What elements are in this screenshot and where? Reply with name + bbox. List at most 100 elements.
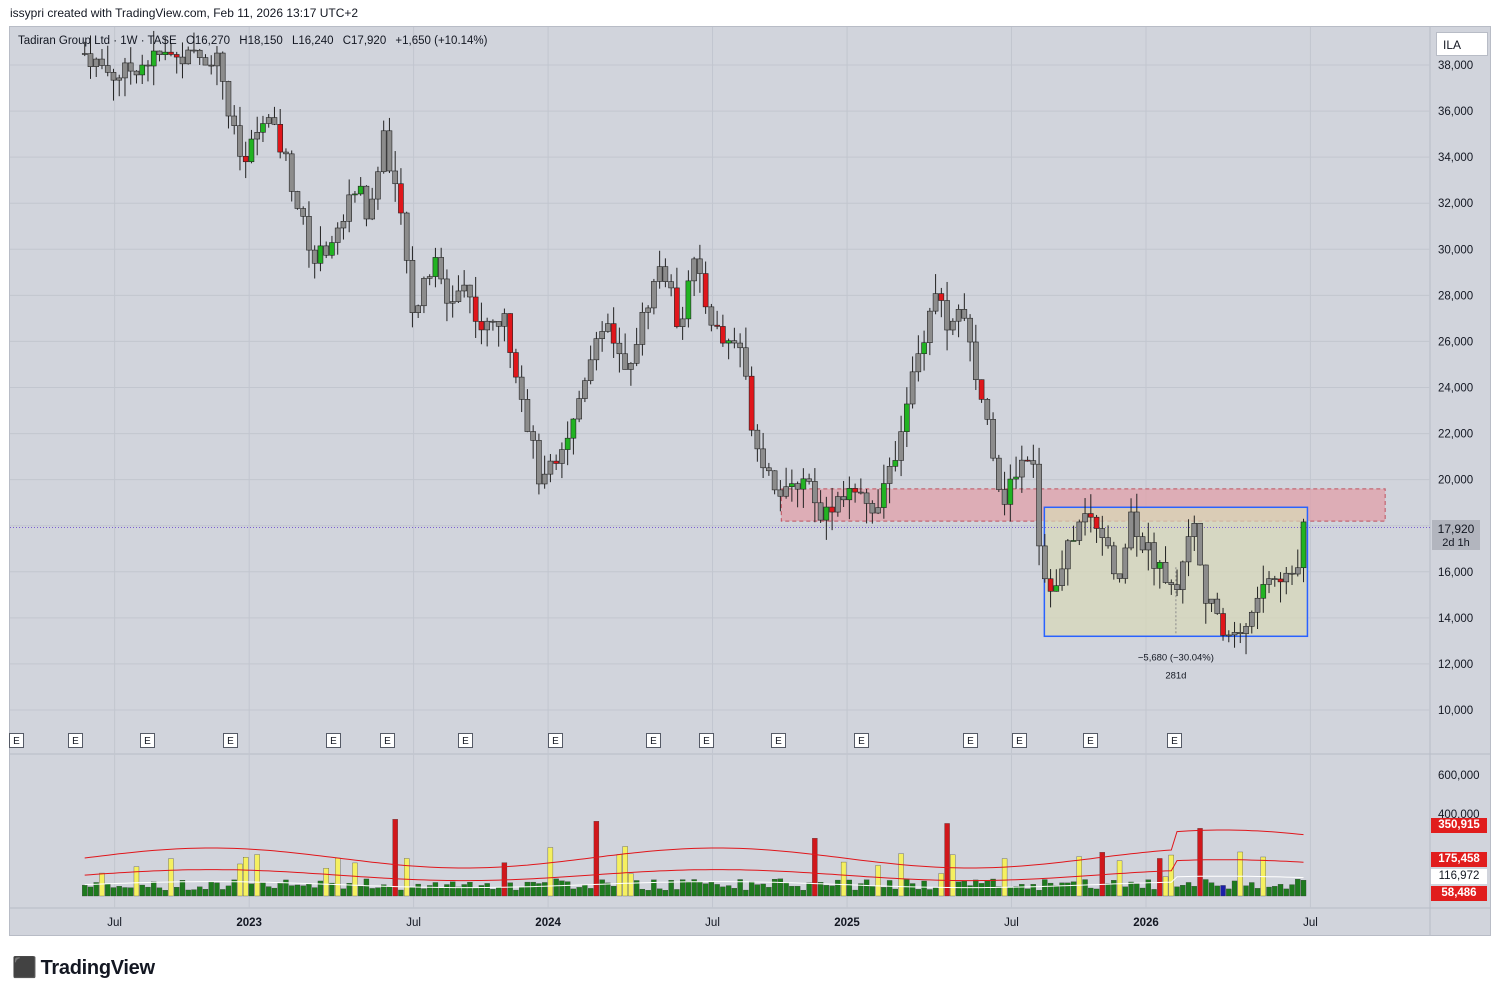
candle-body: [1036, 463, 1042, 547]
volume-bar: [289, 885, 295, 897]
candle-body: [984, 399, 991, 420]
volume-bar: [501, 862, 508, 897]
currency-selector[interactable]: ILA: [1436, 32, 1488, 56]
volume-bar: [306, 883, 312, 897]
volume-bar: [846, 879, 853, 897]
volume-bar: [725, 885, 732, 897]
volume-bar: [116, 886, 122, 897]
volume-bar: [1283, 888, 1289, 897]
candle-body: [1001, 489, 1008, 505]
candle-body: [1122, 547, 1129, 579]
candle-body: [1128, 511, 1134, 549]
earnings-marker[interactable]: E: [1167, 733, 1182, 748]
candle-body: [909, 371, 916, 405]
candle-body: [668, 281, 674, 289]
earnings-marker[interactable]: E: [1083, 733, 1098, 748]
candle-body: [208, 64, 215, 67]
candle-body: [1047, 578, 1054, 592]
volume-bar: [1174, 886, 1180, 897]
candle-body: [478, 321, 485, 331]
candle-body: [1179, 561, 1186, 591]
volume-bar: [450, 881, 456, 897]
candle-body: [1168, 582, 1175, 585]
earnings-marker[interactable]: E: [9, 733, 24, 748]
volume-bar: [944, 823, 950, 897]
earnings-marker[interactable]: E: [458, 733, 473, 748]
candle-body: [875, 507, 881, 514]
volume-ma-mid: [84, 859, 1304, 882]
volume-bar: [421, 888, 427, 897]
candle-body: [743, 347, 749, 377]
earnings-marker[interactable]: E: [1012, 733, 1027, 748]
volume-bar: [536, 883, 542, 897]
volume-bar: [1162, 876, 1169, 897]
earnings-marker[interactable]: E: [223, 733, 238, 748]
earnings-marker[interactable]: E: [854, 733, 869, 748]
candle-body: [1093, 516, 1100, 529]
earnings-marker[interactable]: E: [326, 733, 341, 748]
volume-bar: [427, 885, 433, 897]
volume-bar: [358, 886, 364, 897]
volume-bar: [961, 880, 967, 897]
candle-body: [1042, 545, 1048, 580]
measure-duration-label: 281d: [1165, 670, 1186, 681]
candle-body: [915, 353, 922, 373]
candle-body: [639, 312, 646, 345]
earnings-marker[interactable]: E: [68, 733, 83, 748]
volume-bar: [697, 881, 703, 897]
volume-bar: [1203, 879, 1209, 897]
volume-bar: [984, 880, 990, 897]
candle-body: [369, 198, 375, 220]
volume-bar: [651, 879, 657, 897]
candle-body: [1134, 511, 1140, 537]
candle-body: [800, 478, 807, 490]
volume-bar: [1116, 860, 1123, 897]
earnings-marker[interactable]: E: [771, 733, 786, 748]
earnings-marker[interactable]: E: [646, 733, 661, 748]
candle-body: [1030, 460, 1037, 465]
candle-body: [467, 284, 473, 298]
candle-body: [409, 260, 416, 313]
candle-body: [806, 478, 812, 482]
candle-body: [288, 153, 295, 192]
volume-bar: [1243, 885, 1249, 897]
symbol-legend[interactable]: Tadiran Group Ltd · 1W · TASE O16,270 H1…: [18, 35, 494, 47]
y-tick-label: 30,000: [1438, 244, 1473, 256]
earnings-marker[interactable]: E: [140, 733, 155, 748]
candle-body: [1024, 459, 1031, 462]
y-tick-label: 34,000: [1438, 152, 1473, 164]
volume-bar: [1197, 828, 1203, 897]
candle-body: [771, 470, 778, 491]
candle-body: [81, 53, 88, 55]
earnings-marker[interactable]: E: [548, 733, 563, 748]
candle-body: [495, 321, 502, 327]
candle-body: [334, 227, 341, 243]
candle-body: [93, 58, 100, 67]
volume-bar: [1151, 889, 1157, 897]
earnings-marker[interactable]: E: [380, 733, 395, 748]
candle-body: [449, 301, 456, 304]
volume-bar: [237, 863, 243, 897]
candle-body: [886, 466, 893, 484]
volume-bar: [932, 887, 939, 897]
volume-bar: [639, 888, 646, 897]
volume-bar: [254, 854, 260, 897]
volume-bar: [409, 887, 416, 897]
volume-badge: 175,458: [1431, 852, 1487, 867]
volume-bar: [340, 888, 347, 897]
volume-bar: [490, 889, 496, 897]
candle-body: [1225, 634, 1232, 637]
y-tick-label: 10,000: [1438, 705, 1473, 717]
candle-body: [1266, 578, 1272, 585]
candle-body: [760, 448, 766, 469]
candle-body: [1116, 573, 1123, 579]
legend-symbol: Tadiran Group Ltd · 1W · TASE: [18, 35, 177, 47]
candle-body: [628, 363, 634, 370]
earnings-marker[interactable]: E: [699, 733, 714, 748]
earnings-marker[interactable]: E: [963, 733, 978, 748]
y-tick-label: 26,000: [1438, 336, 1473, 348]
volume-bar: [243, 857, 249, 897]
tradingview-logo[interactable]: ⬛ TradingView: [12, 955, 155, 980]
candle-body: [1007, 478, 1014, 505]
